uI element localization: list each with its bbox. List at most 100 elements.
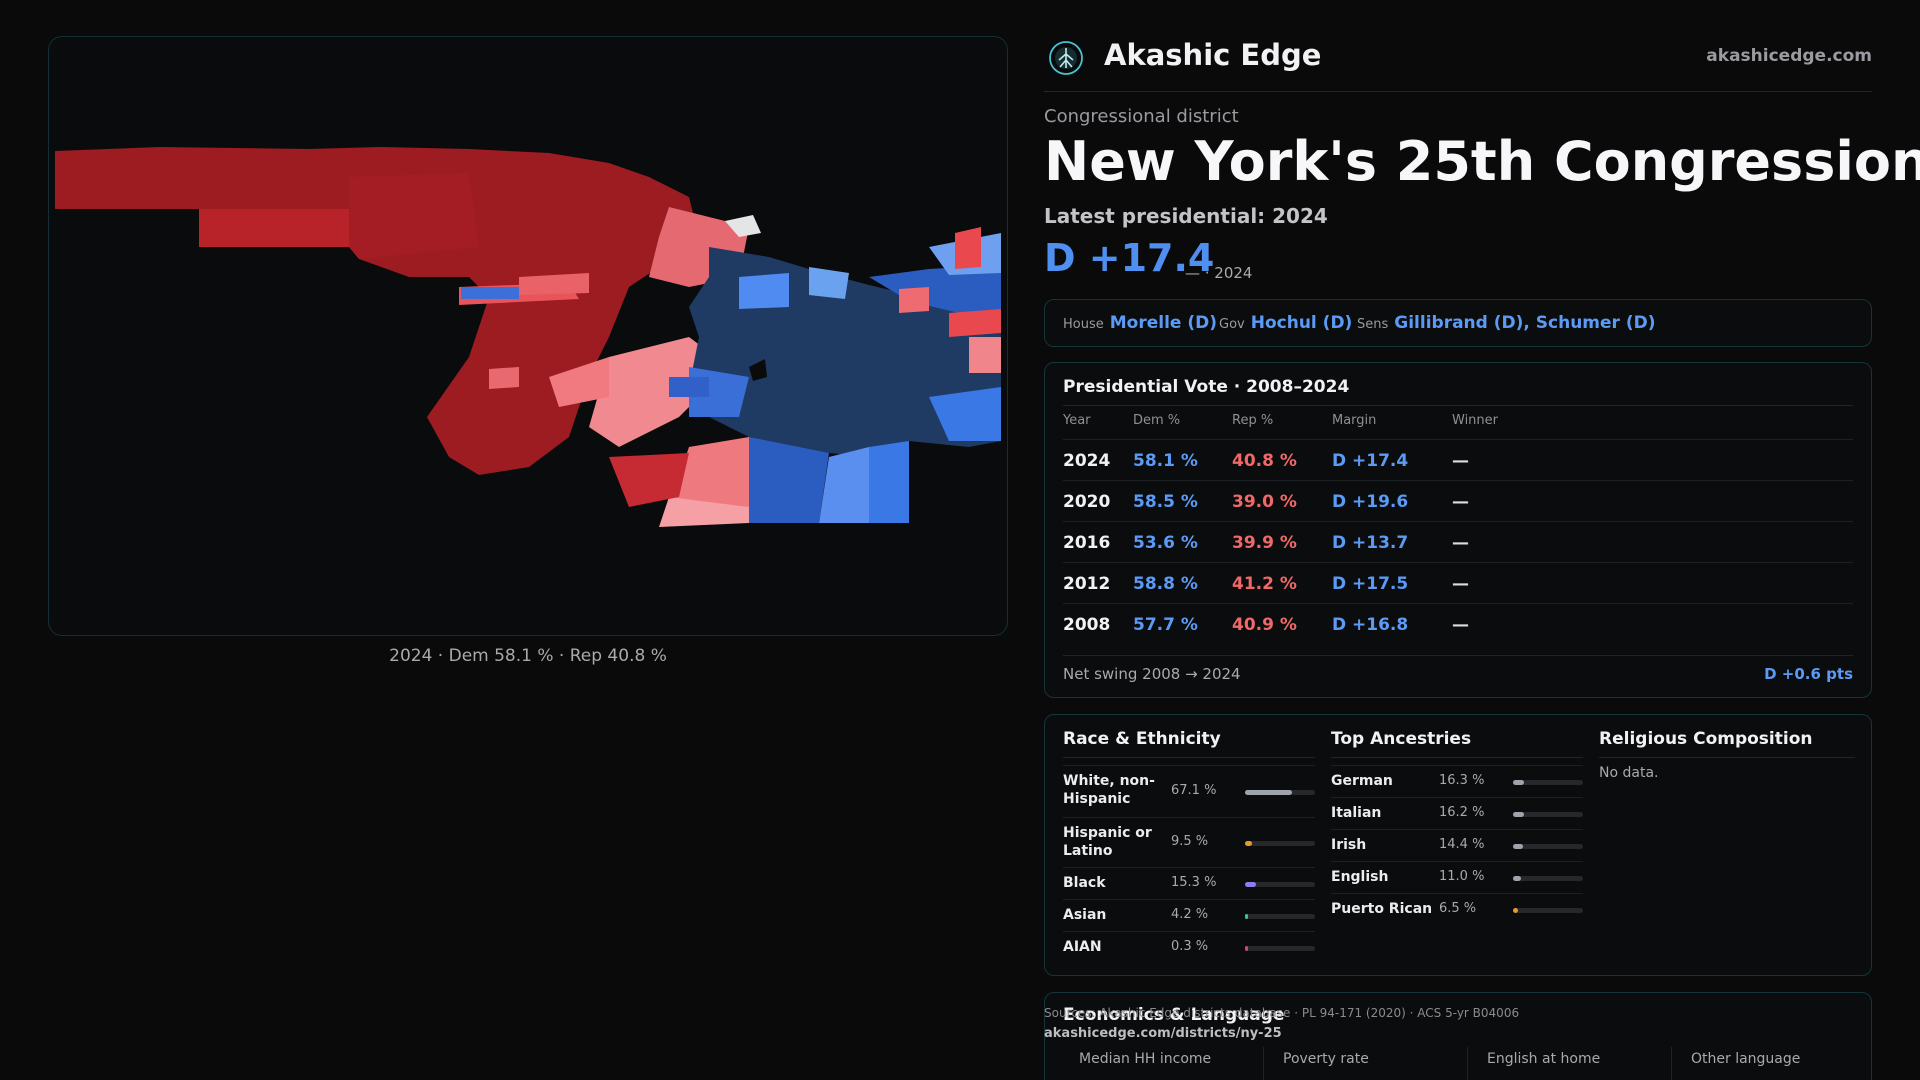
rep-governor[interactable]: Gov Hochul (D) — [1219, 313, 1352, 333]
rep-house-key: House — [1063, 317, 1104, 332]
share-bar-track — [1513, 780, 1583, 785]
row-label: German — [1331, 773, 1393, 789]
source-url-link[interactable]: akashicedge.com/districts/ny-25 — [1044, 1026, 1282, 1041]
economics-card: Economics & Language Median HH income Po… — [1044, 992, 1872, 1080]
poverty-rate-label: Poverty rate — [1283, 1051, 1369, 1067]
religion-empty: No data. — [1599, 765, 1659, 781]
row-dem: 57.7 % — [1133, 615, 1198, 635]
row-value: 6.5 % — [1439, 901, 1477, 916]
row-rep: 39.0 % — [1232, 492, 1297, 512]
share-bar-track — [1245, 914, 1315, 919]
race-title: Race & Ethnicity — [1063, 729, 1221, 749]
list-item: German 16.3 % — [1331, 765, 1583, 797]
row-label: English — [1331, 869, 1389, 885]
row-value: 11.0 % — [1439, 869, 1485, 884]
row-winner: — — [1452, 451, 1469, 471]
district-map[interactable] — [49, 37, 1008, 636]
list-item: Hispanic or Latino 9.5 % — [1063, 817, 1315, 867]
row-rep: 40.9 % — [1232, 615, 1297, 635]
brand-url-link[interactable]: akashicedge.com — [1706, 46, 1872, 66]
tree-of-life-icon[interactable] — [1048, 40, 1084, 76]
row-label: Black — [1063, 875, 1106, 891]
share-bar-track — [1245, 882, 1315, 887]
row-margin: D +17.4 — [1332, 451, 1409, 471]
list-item: Asian 4.2 % — [1063, 899, 1315, 931]
row-label: Hispanic or Latino — [1063, 825, 1152, 859]
demographics-card: Race & Ethnicity White, non-Hispanic 67.1… — [1044, 714, 1872, 976]
row-year: 2020 — [1063, 492, 1111, 512]
share-bar-fill — [1245, 946, 1248, 951]
row-year: 2016 — [1063, 533, 1111, 553]
table-row: 2008 57.7 % 40.9 % D +16.8 — — [1063, 603, 1853, 644]
row-rep: 39.9 % — [1232, 533, 1297, 553]
ancestry-divider — [1331, 757, 1583, 758]
header-rep: Rep % — [1232, 413, 1274, 428]
district-detail-column: Akashic Edge akashicedge.com Congression… — [1044, 0, 1920, 1080]
source-note: Sources: Akashic Edge districts database… — [1044, 1006, 1520, 1020]
share-bar-fill — [1245, 882, 1256, 887]
share-bar-fill — [1245, 841, 1252, 846]
table-row: 2016 53.6 % 39.9 % D +13.7 — — [1063, 521, 1853, 562]
row-margin: D +13.7 — [1332, 533, 1409, 553]
rep-senators-value[interactable]: Gillibrand (D), Schumer (D) — [1394, 313, 1656, 333]
swing-divider — [1063, 655, 1853, 656]
district-kicker: Congressional district — [1044, 106, 1239, 127]
share-bar-fill — [1513, 812, 1524, 817]
brand-header: Akashic Edge akashicedge.com — [1044, 36, 1872, 92]
representatives-card: House Morelle (D) Gov Hochul (D) Sens Gilli… — [1044, 299, 1872, 347]
header-margin: Margin — [1332, 413, 1377, 428]
stat-divider — [1263, 1047, 1264, 1080]
row-value: 16.2 % — [1439, 805, 1485, 820]
header-dem: Dem % — [1133, 413, 1181, 428]
latest-presidential-label: Latest presidential: 2024 — [1044, 204, 1328, 228]
rep-governor-value[interactable]: Hochul (D) — [1250, 313, 1353, 333]
ancestry-title: Top Ancestries — [1331, 729, 1472, 749]
map-caption: 2024 · Dem 58.1 % · Rep 40.8 % — [389, 646, 667, 666]
share-bar-fill — [1245, 790, 1292, 795]
religion-divider — [1599, 757, 1855, 758]
header-winner: Winner — [1452, 413, 1499, 428]
row-dem: 53.6 % — [1133, 533, 1198, 553]
row-year: 2012 — [1063, 574, 1111, 594]
header-year: Year — [1063, 413, 1091, 428]
presidential-vote-title: Presidential Vote · 2008–2024 — [1063, 377, 1350, 397]
row-dem: 58.5 % — [1133, 492, 1198, 512]
economics-title: Economics & Language — [1063, 1005, 1285, 1025]
race-divider — [1063, 757, 1315, 758]
share-bar-fill — [1513, 876, 1521, 881]
rep-house-value[interactable]: Morelle (D) — [1109, 313, 1218, 333]
row-margin: D +17.5 — [1332, 574, 1409, 594]
net-swing-label: Net swing 2008 → 2024 — [1063, 665, 1241, 683]
list-item: Puerto Rican 6.5 % — [1331, 893, 1583, 925]
english-at-home-label: English at home — [1487, 1051, 1601, 1067]
row-year: 2008 — [1063, 615, 1111, 635]
rep-governor-key: Gov — [1219, 317, 1245, 332]
table-row: 2020 58.5 % 39.0 % D +19.6 — — [1063, 480, 1853, 521]
list-item: Italian 16.2 % — [1331, 797, 1583, 829]
row-rep: 41.2 % — [1232, 574, 1297, 594]
stat-divider — [1467, 1047, 1468, 1080]
share-bar-track — [1245, 946, 1315, 951]
religion-title: Religious Composition — [1599, 729, 1813, 749]
row-label: AIAN — [1063, 939, 1102, 955]
brand-name[interactable]: Akashic Edge — [1104, 38, 1322, 72]
row-label: Asian — [1063, 907, 1107, 923]
row-value: 14.4 % — [1439, 837, 1485, 852]
row-dem: 58.1 % — [1133, 451, 1198, 471]
row-value: 16.3 % — [1439, 773, 1485, 788]
share-bar-fill — [1513, 844, 1523, 849]
page-title: New York's 25th Congressional District — [1044, 130, 1920, 193]
rep-house[interactable]: House Morelle (D) — [1063, 313, 1217, 333]
share-bar-fill — [1513, 780, 1524, 785]
row-value: 9.5 % — [1171, 834, 1209, 849]
presidential-vote-card: Presidential Vote · 2008–2024 Year Dem %… — [1044, 362, 1872, 698]
row-label: Italian — [1331, 805, 1382, 821]
rep-senators[interactable]: Sens Gillibrand (D), Schumer (D) — [1357, 313, 1656, 333]
row-rep: 40.8 % — [1232, 451, 1297, 471]
district-map-panel[interactable] — [48, 36, 1008, 636]
stat-divider — [1671, 1047, 1672, 1080]
rep-senators-key: Sens — [1357, 317, 1389, 332]
list-item: AIAN 0.3 % — [1063, 931, 1315, 963]
share-bar-track — [1513, 876, 1583, 881]
list-item: Irish 14.4 % — [1331, 829, 1583, 861]
